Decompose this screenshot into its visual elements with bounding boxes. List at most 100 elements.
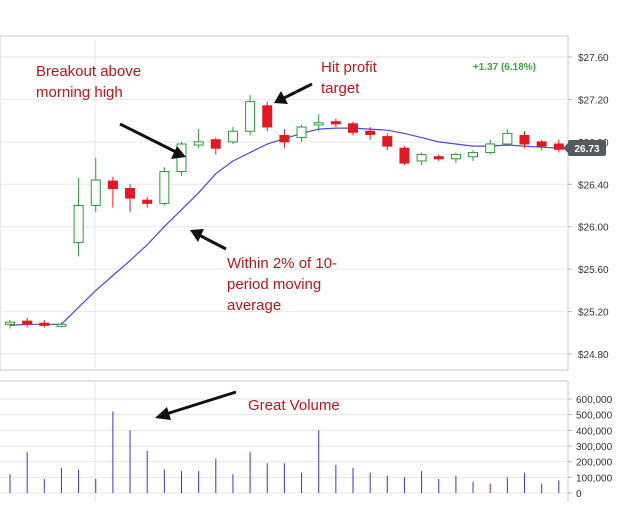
- candle-body: [519, 134, 530, 145]
- candle: [142, 197, 153, 208]
- candle-body: [536, 141, 547, 147]
- candle-body: [90, 179, 101, 207]
- candle-body: [485, 143, 496, 153]
- candle-body: [22, 320, 33, 325]
- candle: [159, 167, 170, 206]
- candle: [502, 129, 513, 147]
- candle-body: [416, 154, 427, 162]
- candle-body: [193, 141, 204, 146]
- volume-tick-label: 200,000: [576, 458, 613, 469]
- candle: [348, 121, 358, 136]
- last-price-badge-bg: [568, 140, 606, 156]
- candle: [193, 129, 204, 149]
- volume-tick-label: 600,000: [576, 395, 613, 406]
- candle: [330, 118, 341, 128]
- annotation-profit-target: Hit profit target: [321, 59, 381, 97]
- volume-panel: 0 100,000 200,000 300,000 400,000 500,000 600,…: [0, 380, 613, 502]
- volume-bars-layer: [9, 411, 560, 493]
- candle: [365, 127, 376, 140]
- candle-body: [279, 134, 290, 143]
- candle: [73, 177, 84, 257]
- candle: [125, 184, 136, 212]
- candle: [382, 133, 393, 151]
- arrow-volume-shaft: [165, 390, 237, 416]
- candle-body: [330, 121, 341, 125]
- candle: [56, 322, 67, 328]
- candle: [536, 139, 547, 151]
- arrow-ma-head: [190, 229, 204, 242]
- arrow-ma-shaft: [198, 233, 227, 251]
- candle-body: [399, 147, 410, 164]
- candle-body: [56, 323, 67, 327]
- candle-body: [227, 130, 238, 143]
- candle: [210, 137, 221, 155]
- annotation-ma-line-3: average: [227, 297, 281, 314]
- candle: [433, 154, 444, 161]
- candle: [519, 131, 530, 149]
- candle: [416, 152, 427, 166]
- candle-body: [107, 180, 118, 190]
- annotation-breakout-line-1: Breakout above: [36, 63, 141, 80]
- price-change-label: +1.37 (6.18%): [473, 62, 536, 73]
- candle-body: [296, 126, 307, 139]
- candle: [5, 320, 15, 329]
- arrow-profit-head: [274, 91, 288, 104]
- annotation-ma-line-2: period moving: [227, 276, 321, 293]
- last-price-badge-pointer: [563, 143, 568, 153]
- candle-body: [125, 188, 136, 199]
- annotation-profit-line-1: Hit profit: [321, 59, 378, 76]
- price-tick-label: $26.00: [578, 223, 609, 234]
- candle: [553, 139, 564, 153]
- candle: [227, 127, 238, 144]
- annotations-layer: Breakout above morning high Hit profit t…: [36, 59, 381, 420]
- candle-body: [365, 130, 376, 135]
- price-tick-label: $27.60: [578, 53, 609, 64]
- price-tick-label: $25.20: [578, 308, 609, 319]
- candle-body: [39, 322, 50, 326]
- candle-body: [142, 199, 153, 204]
- arrow-moving-average: [190, 229, 227, 251]
- candle-body: [502, 132, 513, 145]
- candle: [90, 157, 101, 212]
- candle: [399, 146, 410, 166]
- volume-tick-label: 400,000: [576, 426, 613, 437]
- candle-body: [245, 101, 256, 132]
- candle-body: [450, 154, 461, 160]
- volume-tick-label: 100,000: [576, 473, 613, 484]
- candle-body: [468, 151, 479, 158]
- candle-body: [210, 139, 221, 149]
- arrow-volume-head: [155, 407, 171, 420]
- candle-body: [433, 156, 444, 160]
- candle: [313, 114, 324, 132]
- candle-body: [382, 136, 393, 147]
- price-panel: $24.80$25.20$25.60$26.00$26.40$26.80$27.…: [0, 35, 609, 371]
- candle-body: [262, 105, 273, 128]
- arrow-volume: [155, 390, 237, 420]
- candles-layer: [5, 95, 564, 329]
- candle: [485, 139, 496, 155]
- arrow-breakout-shaft: [119, 122, 177, 154]
- candle-body: [313, 122, 324, 126]
- annotation-breakout: Breakout above morning high: [36, 63, 145, 101]
- annotation-ma-line-1: Within 2% of 10-: [227, 255, 337, 272]
- candle: [22, 317, 33, 328]
- candle-body: [348, 123, 358, 133]
- last-price-badge: 26.73: [563, 140, 606, 156]
- annotation-profit-line-2: target: [321, 80, 360, 97]
- candle-body: [73, 205, 84, 244]
- price-tick-label: $24.80: [578, 350, 609, 361]
- annotation-breakout-line-2: morning high: [36, 84, 123, 101]
- arrow-breakout-head: [171, 146, 186, 159]
- price-tick-label: $25.60: [578, 265, 609, 276]
- candle: [176, 141, 187, 176]
- candle-body: [553, 143, 564, 150]
- candle: [468, 150, 479, 161]
- volume-tick-label: 300,000: [576, 442, 613, 453]
- candle-body: [5, 321, 15, 325]
- arrow-profit: [274, 82, 313, 104]
- candle: [296, 124, 307, 142]
- candle-body: [159, 171, 170, 204]
- annotation-moving-average: Within 2% of 10- period moving average: [227, 255, 341, 314]
- candle: [39, 320, 50, 328]
